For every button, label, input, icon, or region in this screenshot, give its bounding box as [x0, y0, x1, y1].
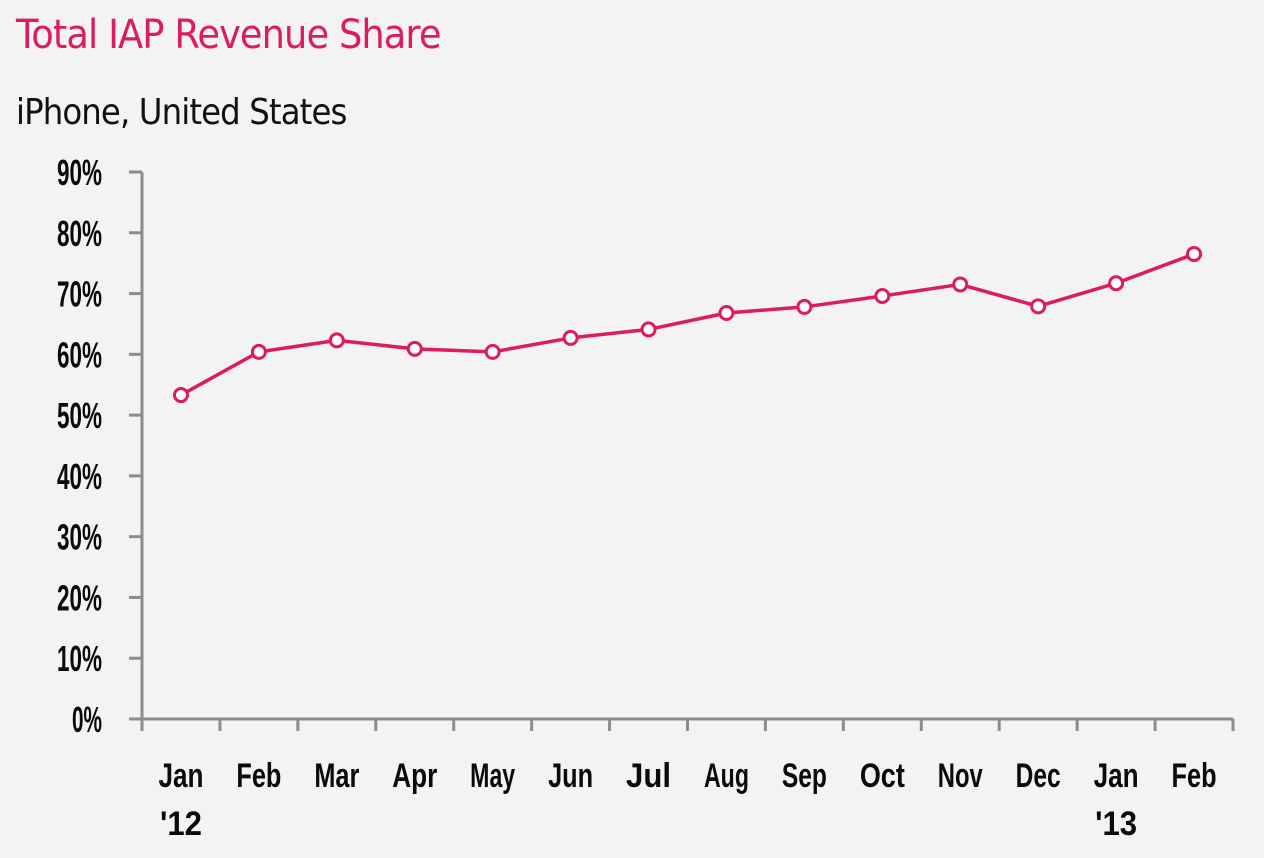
x-axis: Jan '12 Feb Mar Apr May Jun Jul Aug Sep Oct Nov Dec J… — [129, 717, 1235, 843]
x-tick-label: Oct — [860, 757, 905, 795]
y-tick-label: 10% — [57, 638, 102, 679]
series-group — [172, 246, 1203, 404]
data-point — [640, 321, 657, 338]
y-tick-label: 60% — [57, 334, 102, 375]
x-tick-year-label: '12 — [160, 805, 202, 843]
x-tick-label: Jul — [626, 757, 671, 795]
y-axis: 0% 10% 20% 30% 40% 50% 60% 70% 80% 90% — [57, 152, 144, 740]
data-point — [796, 298, 813, 315]
y-tick-label: 80% — [57, 213, 102, 254]
data-point — [1108, 275, 1125, 292]
x-tick-label: Feb — [1172, 757, 1217, 795]
y-tick-label: 40% — [57, 456, 102, 497]
series-line — [180, 252, 1195, 397]
chart-subtitle: iPhone, United States — [16, 92, 347, 133]
x-tick-label: Nov — [938, 757, 983, 795]
y-tick-label: 50% — [57, 395, 102, 436]
x-tick-label: Aug — [704, 757, 749, 795]
data-point — [562, 329, 579, 346]
x-tick-label: Sep — [782, 757, 827, 795]
data-point — [874, 287, 891, 304]
data-point — [172, 387, 189, 404]
x-tick-label: Mar — [314, 757, 359, 795]
x-tick-label: Jan — [1094, 757, 1139, 795]
x-tick-label: Dec — [1016, 757, 1061, 795]
x-tick-year-label: '13 — [1095, 805, 1137, 843]
data-point — [406, 340, 423, 357]
data-point — [484, 343, 501, 360]
x-tick-label: Jun — [548, 757, 593, 795]
x-tick-label: Feb — [236, 757, 281, 795]
y-tick-label: 30% — [57, 517, 102, 558]
x-tick-label: May — [470, 757, 515, 795]
data-point — [250, 343, 267, 360]
x-tick-label: Jan — [158, 757, 203, 795]
y-tick-label: 0% — [72, 699, 102, 740]
chart-title: Total IAP Revenue Share — [16, 12, 441, 58]
data-point — [1186, 246, 1203, 263]
y-tick-label: 70% — [57, 274, 102, 315]
y-tick-label: 20% — [57, 577, 102, 618]
data-point — [328, 332, 345, 349]
x-tick-label: Apr — [392, 757, 437, 795]
y-tick-label: 90% — [57, 152, 102, 193]
data-point — [1030, 298, 1047, 315]
data-point — [952, 276, 969, 293]
data-point — [718, 305, 735, 322]
